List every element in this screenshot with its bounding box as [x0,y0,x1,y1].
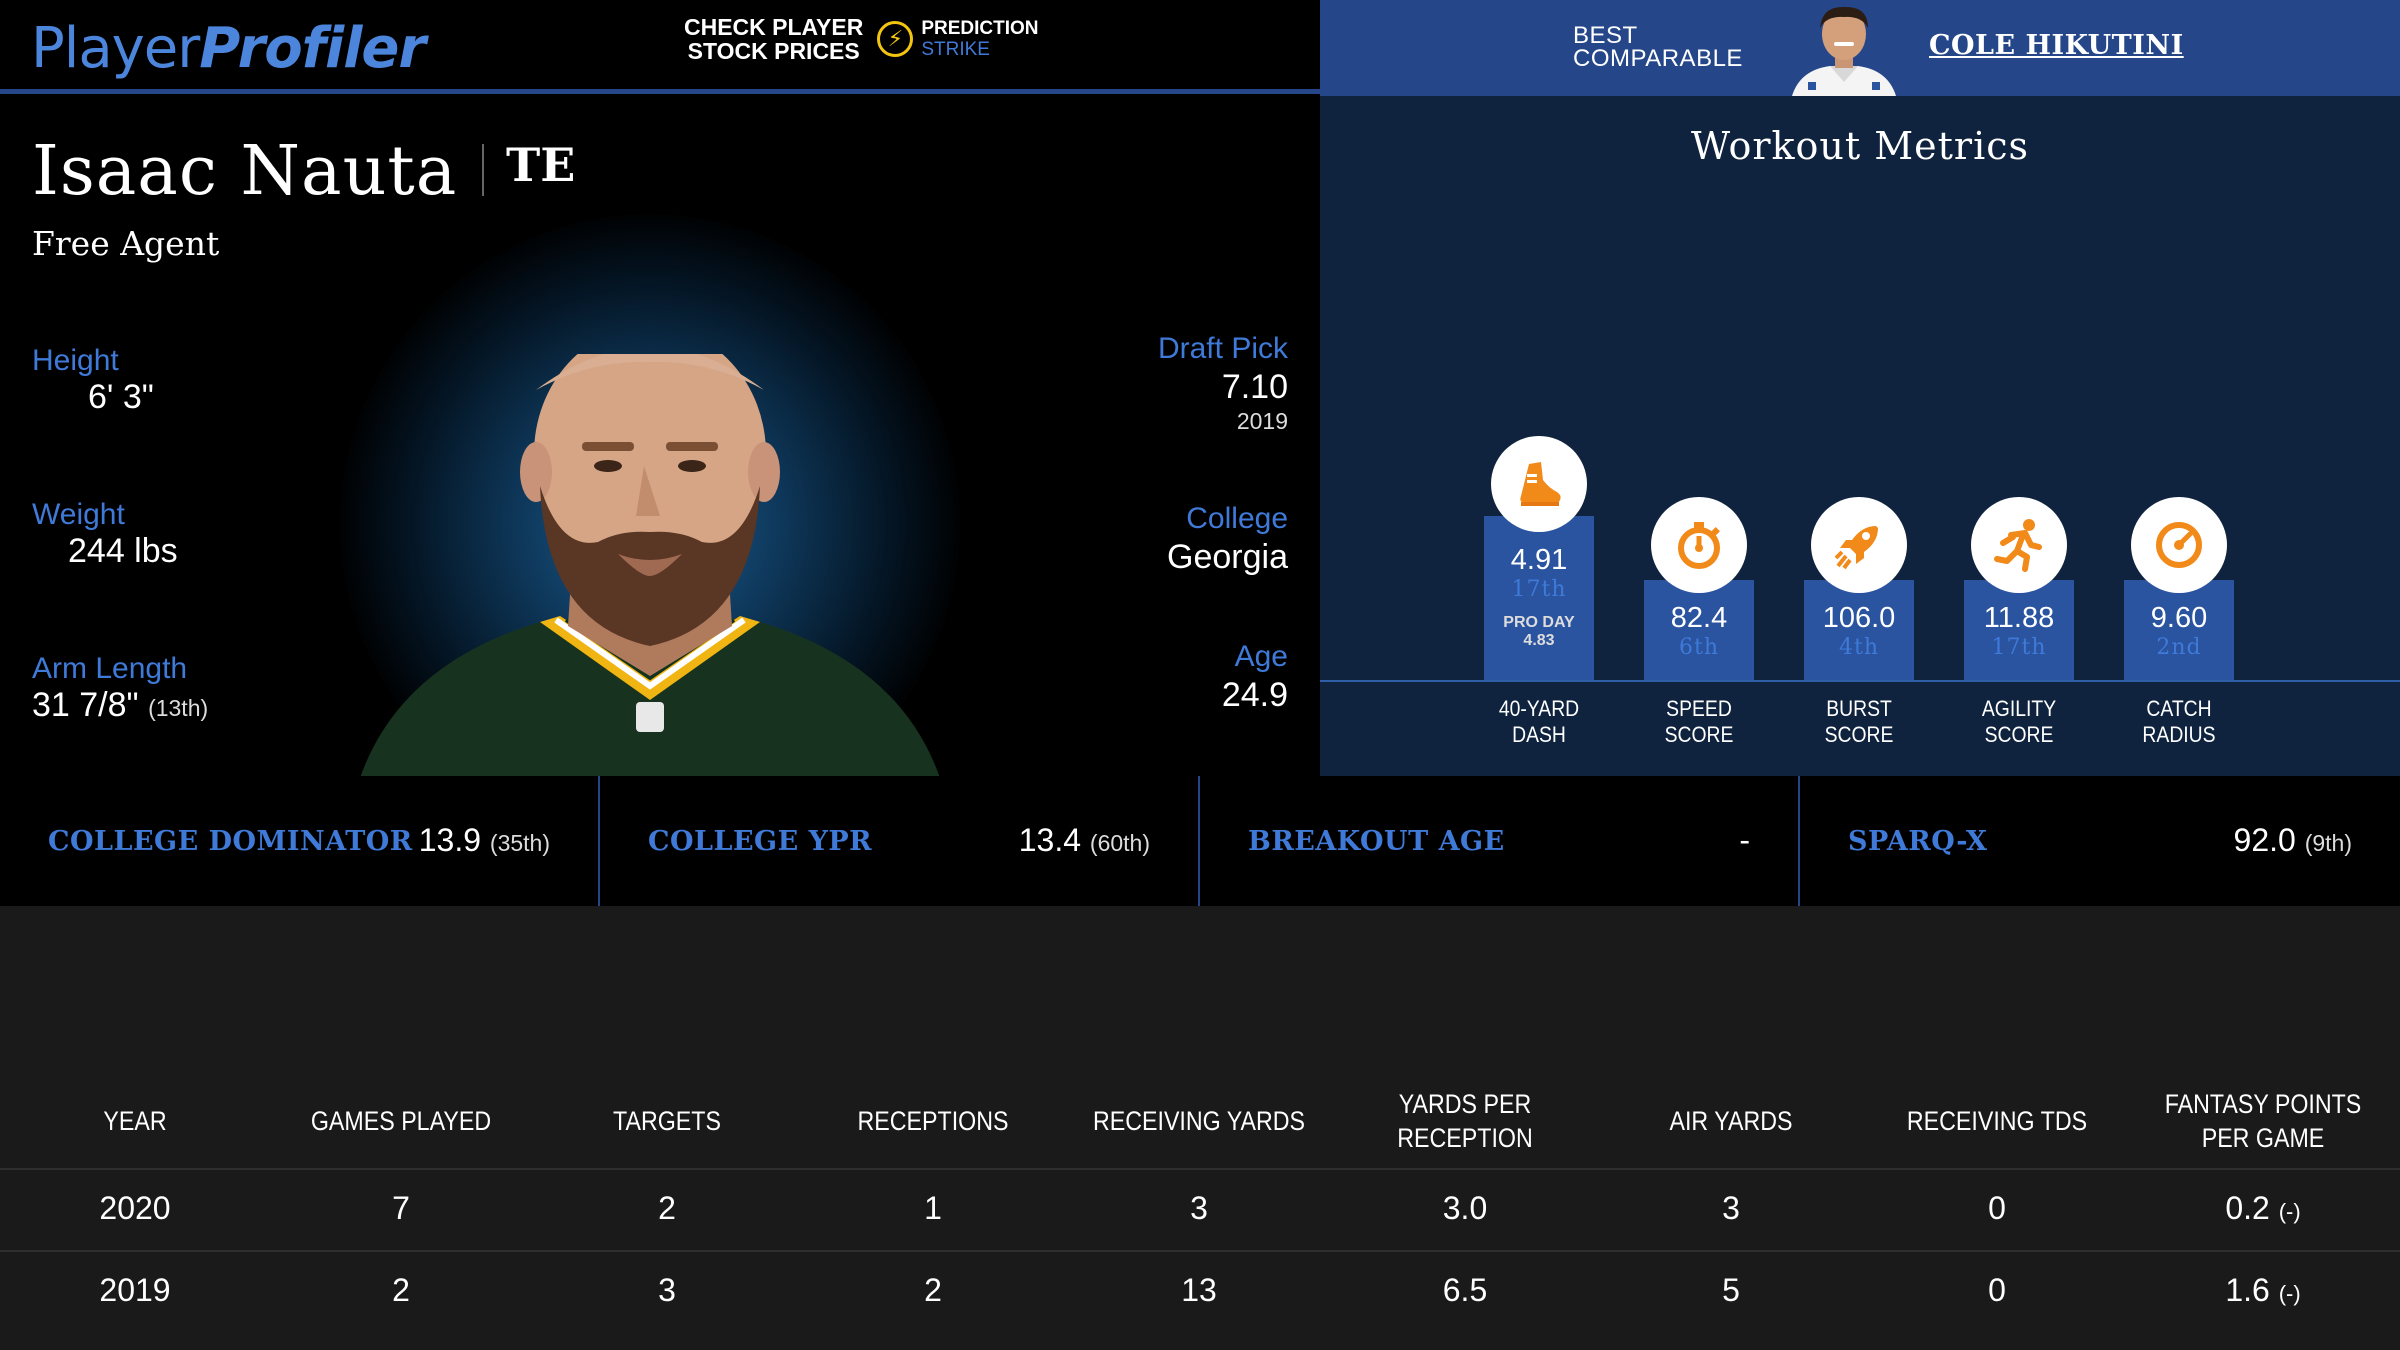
top-bar [0,0,1320,91]
weight-value: 244 lbs [68,532,178,570]
prediction-strike-ad[interactable]: CHECK PLAYER STOCK PRICES ⚡ PREDICTION S… [684,14,1039,64]
table-row-divider [0,1168,2400,1170]
metric-label-burst-score: BURST SCORE [1824,696,1894,747]
shoe-icon [1491,436,1587,532]
draft-year: 2019 [1236,408,1288,434]
comparable-player-link[interactable]: COLE HIKUTINI [1929,30,2184,61]
stat-breakout-age[interactable]: BREAKOUT AGE - [1200,776,1800,906]
stopwatch-icon [1651,497,1747,593]
metric-bar-catch-radius[interactable]: 9.60 2nd [2124,580,2234,680]
stat-college-dominator[interactable]: COLLEGE DOMINATOR 13.9 (35th) [0,776,600,906]
stats-table [0,906,2400,1350]
column-header-receiving-yards[interactable]: RECEIVING YARDS [1092,1106,1306,1136]
metric-label-catch-radius: CATCH RADIUS [2142,696,2216,747]
table-row-divider [0,1250,2400,1252]
metric-bar-40-yard[interactable]: 4.91 17th PRO DAY 4.83 [1484,516,1594,680]
player-team: Free Agent [32,224,220,263]
metric-label-40-yard: 40-YARD DASH [1498,696,1580,747]
college-value: Georgia [1167,538,1288,576]
arm-length-label: Arm Length [32,652,188,685]
comparable-player-avatar[interactable] [1786,4,1902,96]
weight-label: Weight [32,498,125,531]
metric-label-speed-score: SPEED SCORE [1664,696,1734,747]
college-stats-strip [0,776,2400,906]
metric-label-agility-score: AGILITY SCORE [1981,696,2057,747]
stat-sparq-x[interactable]: SPARQ-X 92.0 (9th) [1848,822,2352,858]
metric-bar-agility-score[interactable]: 11.88 17th [1964,580,2074,680]
header-divider [0,89,1320,94]
player-photo [360,354,940,776]
college-label: College [1186,502,1288,535]
draft-pick-value: 7.10 [1221,368,1288,406]
column-header-year[interactable]: YEAR [103,1106,167,1136]
rocket-icon [1811,497,1907,593]
gauge-icon [2131,497,2227,593]
player-name: Isaac Nauta [32,132,458,211]
column-header-receptions[interactable]: RECEPTIONS [857,1106,1009,1136]
arm-length-value: 31 7/8" (13th) [32,686,209,724]
metric-bar-speed-score[interactable]: 82.4 6th [1644,580,1754,680]
workout-metrics-title: Workout Metrics [1690,124,2030,168]
column-header-yards-per-reception[interactable]: YARDS PER RECEPTION [1397,1089,1533,1153]
lightning-icon: ⚡ [877,21,914,57]
metric-bar-burst-score[interactable]: 106.0 4th [1804,580,1914,680]
age-label: Age [1234,640,1288,673]
workout-baseline [1320,680,2400,682]
age-value: 24.9 [1221,676,1288,714]
column-header-games-played[interactable]: GAMES PLAYED [310,1106,492,1136]
runner-icon [1971,497,2067,593]
player-position: TE [506,138,576,192]
best-comparable-label: BEST COMPARABLE [1573,22,1743,72]
stat-college-ypr[interactable]: COLLEGE YPR 13.4 (60th) [600,776,1200,906]
column-header-fantasy-points[interactable]: FANTASY POINTS PER GAME [2164,1089,2362,1153]
site-logo[interactable]: PlayerProfiler [31,16,426,81]
draft-pick-label: Draft Pick [1157,332,1288,365]
column-header-air-yards[interactable]: AIR YARDS [1669,1106,1793,1136]
name-divider [482,144,484,196]
height-label: Height [32,344,119,377]
player-profile-panel: Isaac Nauta TE Free Agent Height 6' 3" W… [0,94,1320,776]
column-header-receiving-tds[interactable]: RECEIVING TDS [1906,1106,2088,1136]
height-value: 6' 3" [88,378,154,416]
column-header-targets[interactable]: TARGETS [613,1106,721,1136]
